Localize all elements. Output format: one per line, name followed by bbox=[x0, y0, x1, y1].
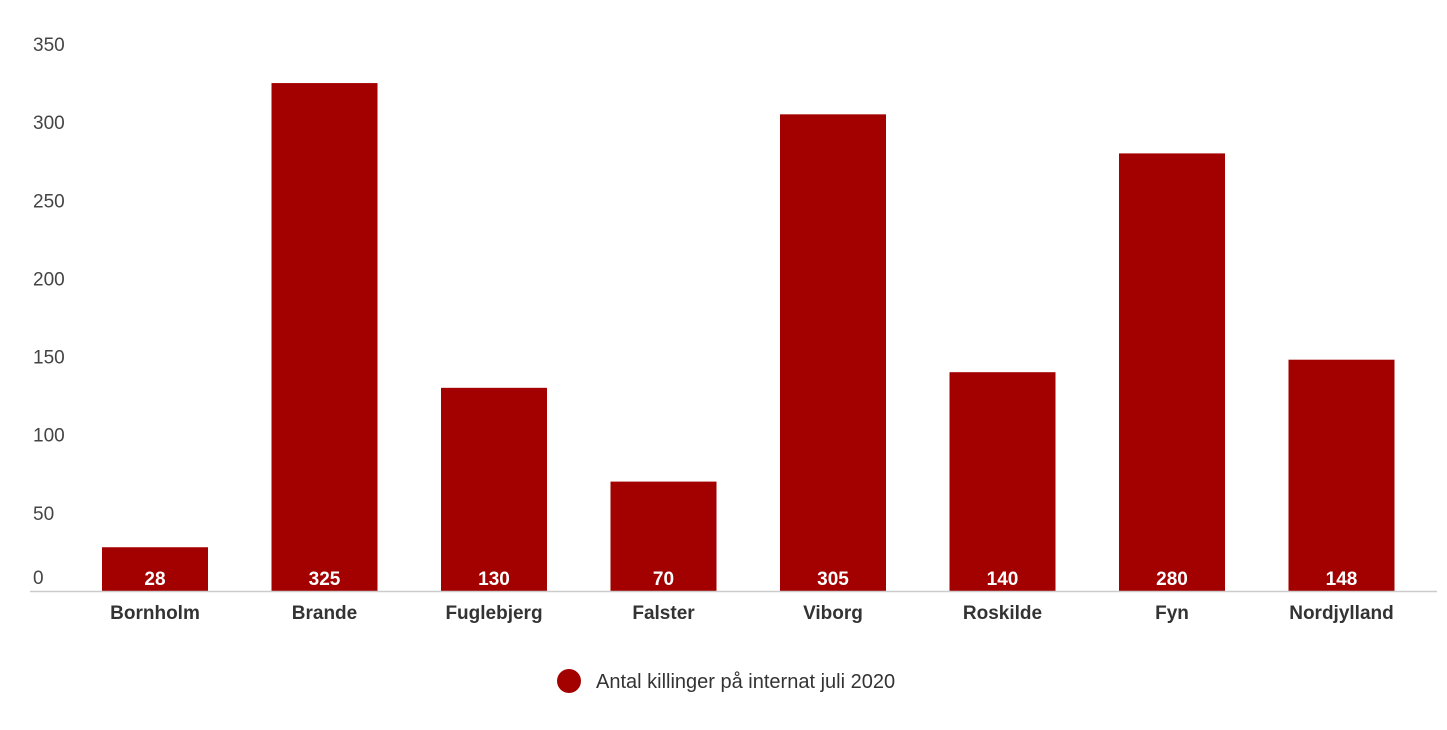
y-tick-label: 200 bbox=[33, 269, 65, 290]
x-tick-label: Falster bbox=[632, 603, 695, 624]
bar[interactable] bbox=[1119, 153, 1225, 591]
bar[interactable] bbox=[780, 114, 886, 591]
y-tick-label: 50 bbox=[33, 504, 54, 525]
x-tick-label: Fyn bbox=[1155, 603, 1189, 624]
x-tick-label: Roskilde bbox=[963, 603, 1042, 624]
bar[interactable] bbox=[1288, 359, 1395, 591]
y-tick-label: 250 bbox=[33, 191, 65, 212]
data-label: 70 bbox=[653, 569, 674, 590]
y-tick-label: 150 bbox=[33, 348, 65, 369]
data-label: 325 bbox=[309, 569, 341, 590]
bar[interactable] bbox=[102, 547, 208, 591]
bar[interactable] bbox=[441, 387, 547, 591]
y-tick-label: 300 bbox=[33, 113, 65, 134]
legend[interactable]: Antal killinger på internat juli 2020 bbox=[557, 669, 895, 693]
data-label: 148 bbox=[1326, 569, 1358, 590]
legend-label: Antal killinger på internat juli 2020 bbox=[596, 671, 895, 693]
data-label: 140 bbox=[987, 569, 1019, 590]
y-tick-label: 0 bbox=[33, 568, 44, 589]
data-label: 280 bbox=[1156, 569, 1188, 590]
bar[interactable] bbox=[271, 83, 378, 592]
x-axis-labels: Bornholm Brande Fuglebjerg Falster Viborg Ros… bbox=[110, 603, 1394, 624]
data-label: 305 bbox=[817, 569, 849, 590]
legend-swatch bbox=[557, 669, 581, 693]
x-tick-label: Bornholm bbox=[110, 603, 200, 624]
bars-group bbox=[102, 83, 1395, 592]
y-tick-label: 100 bbox=[33, 426, 65, 447]
bar[interactable] bbox=[949, 372, 1056, 591]
data-label: 28 bbox=[144, 569, 165, 590]
y-tick-label: 350 bbox=[33, 35, 65, 56]
bar[interactable] bbox=[610, 481, 717, 591]
x-tick-label: Nordjylland bbox=[1289, 603, 1394, 624]
data-labels-group: 28 325 130 70 305 140 280 148 bbox=[144, 569, 1357, 590]
x-tick-label: Viborg bbox=[803, 603, 863, 624]
data-label: 130 bbox=[478, 569, 510, 590]
y-axis-ticks: 0 50 100 150 200 250 300 350 bbox=[33, 35, 65, 589]
x-tick-label: Brande bbox=[292, 603, 357, 624]
x-tick-label: Fuglebjerg bbox=[445, 603, 542, 624]
